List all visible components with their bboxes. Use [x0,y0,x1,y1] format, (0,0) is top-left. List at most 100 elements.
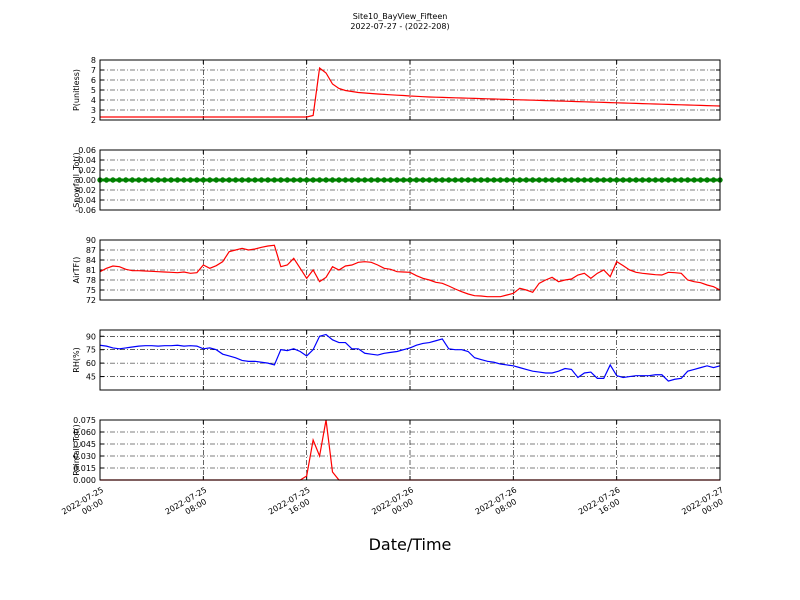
plot-frame [99,239,721,301]
data-point [471,177,478,183]
data-point [478,177,484,183]
data-point [381,177,387,183]
y-tick-label: 2 [91,116,96,125]
y-tick-label: 3 [91,106,96,115]
data-point [517,177,523,183]
data-point [194,177,200,183]
y-tick-label: 60 [86,359,96,368]
data-point [504,177,510,183]
data-line [99,244,721,298]
y-tick-label: 0.04 [78,156,96,165]
data-point [665,177,672,183]
y-axis-label: P(unitless) [72,69,81,111]
y-axis-label: Snowfall_Tot() [72,152,81,208]
y-tick-label: 90 [86,236,96,245]
data-point [659,177,665,183]
data-point [148,177,155,183]
y-axis-label: AirTF() [72,257,81,284]
data-point [329,177,336,183]
data-point [336,177,342,183]
x-axis-label: Date/Time [369,535,452,554]
data-point [400,177,407,183]
data-point [310,177,316,183]
data-point [555,177,562,183]
data-point [594,177,600,183]
data-point [581,177,588,183]
y-tick-label: 0.015 [73,464,96,473]
data-point [297,177,303,183]
y-tick-label: 87 [86,246,96,255]
y-tick-label: 81 [86,266,96,275]
data-point [284,177,290,183]
y-tick-label: 0.000 [73,476,96,485]
data-point [123,177,129,183]
data-point [588,177,594,183]
data-point [652,177,659,183]
data-point [491,177,497,183]
data-point [407,177,413,183]
data-point [187,177,194,183]
data-line [99,333,721,382]
data-point [362,177,368,183]
y-tick-label: -0.06 [75,206,96,215]
data-point [542,177,549,183]
data-point [355,177,362,183]
data-point [387,177,394,183]
data-point [710,177,717,183]
data-point [174,177,181,183]
data-point [420,177,426,183]
y-tick-label: 0.075 [73,416,96,425]
data-point [601,177,607,183]
y-tick-label: 5 [91,86,96,95]
data-point [342,177,349,183]
data-point [439,177,445,183]
data-point [161,177,168,183]
data-point [626,177,633,183]
y-tick-label: -0.02 [75,186,96,195]
y-tick-label: 84 [86,256,96,265]
data-point [220,177,226,183]
data-line [100,66,721,118]
data-point [129,177,135,183]
data-point [303,177,310,183]
data-point [458,177,465,183]
data-point [697,177,704,183]
data-point [678,177,684,183]
data-point [633,177,639,183]
data-point [245,177,252,183]
data-point [239,177,245,183]
data-point [613,177,620,183]
data-point [265,177,271,183]
data-point [258,177,265,183]
plot-frame [99,149,721,211]
plot-frame [99,419,721,481]
data-point [394,177,400,183]
data-point [207,177,213,183]
data-point [510,177,517,183]
data-point [323,177,329,183]
y-tick-label: 45 [86,373,96,382]
plot-frame [99,329,721,391]
y-tick-label: 0.060 [73,428,96,437]
data-point [685,177,691,183]
data-point [530,177,536,183]
data-point [168,177,174,183]
y-tick-label: 7 [91,66,96,75]
plot-frame [99,59,721,121]
y-tick-label: 0.02 [78,166,96,175]
data-point [484,177,491,183]
data-point [413,177,420,183]
y-tick-label: 4 [91,96,96,105]
data-point [252,177,258,183]
data-point [646,177,652,183]
y-tick-label: 75 [86,286,96,295]
data-point [575,177,581,183]
y-tick-label: 75 [86,346,96,355]
data-point [607,177,613,183]
y-tick-label: 0.00 [78,176,96,185]
data-point [639,177,646,183]
data-point [446,177,452,183]
y-tick-label: 90 [86,332,96,341]
y-tick-label: 8 [91,56,96,65]
